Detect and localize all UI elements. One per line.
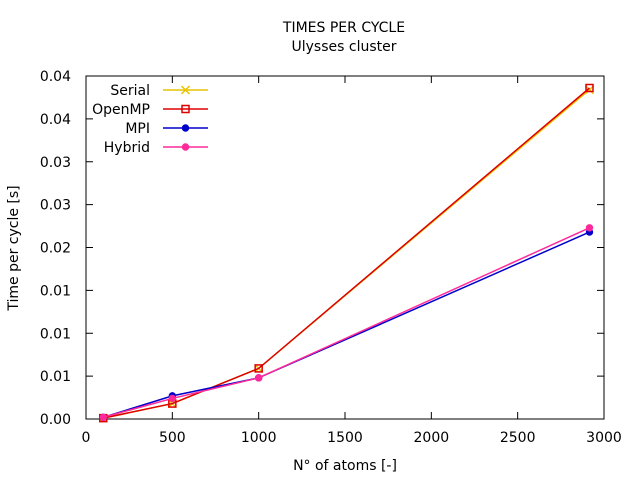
- series-mpi: [99, 228, 594, 421]
- axis-ticks: 0 500 1000 1500 2000 2500 3000 0.00 0.01 0.01 0.01…: [40, 69, 622, 446]
- y-axis-label: Time per cycle [s]: [6, 185, 22, 311]
- series-line-mpi: [103, 231, 590, 419]
- series-line-openmp: [103, 87, 590, 419]
- data-point-openmp: [254, 364, 263, 373]
- series-hybrid: [99, 224, 594, 421]
- x-axis-label: N° of atoms [-]: [293, 458, 397, 474]
- x-tick-label: 1500: [327, 430, 363, 446]
- data-point-hybrid: [99, 413, 107, 421]
- series-line-hybrid: [103, 227, 590, 419]
- x-tick-label: 2500: [500, 430, 536, 446]
- legend-marker-hybrid: [181, 143, 190, 151]
- data-point-hybrid: [168, 394, 177, 403]
- y-tick-label: 0.02: [40, 241, 71, 257]
- legend-marker-serial: [180, 85, 191, 95]
- x-tick-label: 1000: [241, 430, 277, 446]
- legend-label-serial: Serial: [110, 83, 150, 99]
- legend-label-hybrid: Hybrid: [104, 140, 150, 156]
- legend-label-openmp: OpenMP: [92, 102, 150, 118]
- chart-title: TIMES PER CYCLE: [282, 20, 405, 36]
- y-tick-label: 0.01: [40, 326, 71, 342]
- data-point-hybrid: [254, 374, 263, 382]
- data-point-hybrid: [585, 224, 594, 232]
- legend-marker-openmp: [181, 104, 190, 114]
- y-tick-label: 0.01: [40, 369, 71, 385]
- legend: Serial OpenMP MPI Hybrid: [92, 83, 208, 156]
- x-tick-label: 3000: [586, 430, 622, 446]
- series-line-serial: [103, 89, 590, 419]
- x-tick-label: 500: [159, 430, 186, 446]
- x-tick-label: 0: [82, 430, 91, 446]
- chart-subtitle: Ulysses cluster: [292, 39, 397, 55]
- y-tick-label: 0.00: [40, 412, 71, 428]
- y-tick-label: 0.03: [40, 198, 71, 214]
- series-serial: [98, 85, 595, 423]
- data-point-serial: [584, 85, 595, 95]
- y-tick-label: 0.01: [40, 283, 71, 299]
- data-point-openmp: [585, 83, 594, 93]
- series-openmp: [99, 83, 594, 423]
- y-tick-label: 0.04: [40, 112, 71, 128]
- y-tick-label: 0.03: [40, 155, 71, 171]
- y-tick-label: 0.04: [40, 69, 71, 85]
- legend-label-mpi: MPI: [125, 121, 150, 137]
- legend-marker-mpi: [181, 124, 190, 132]
- x-tick-label: 2000: [414, 430, 450, 446]
- series-layer: [98, 83, 595, 423]
